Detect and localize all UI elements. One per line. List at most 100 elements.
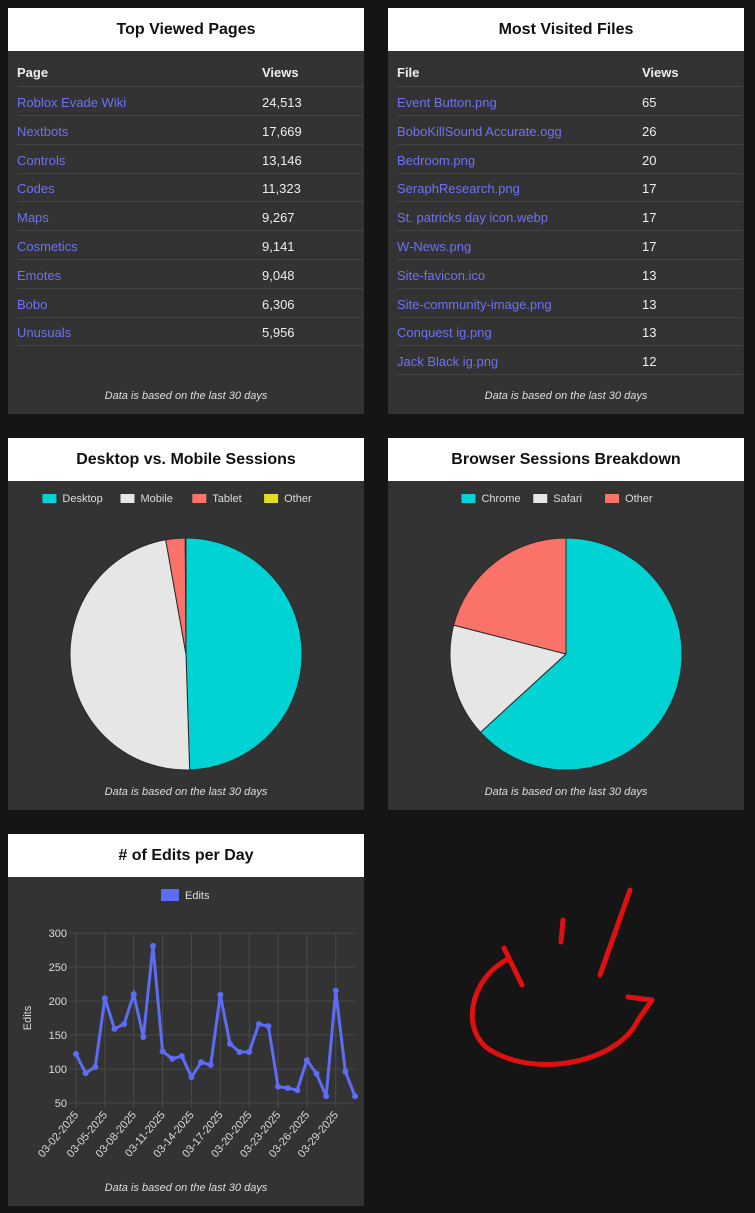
legend-swatch [264, 494, 279, 503]
view-count: 24,513 [262, 95, 302, 110]
point [217, 991, 224, 998]
panel-title: Browser Sessions Breakdown [388, 438, 744, 481]
link[interactable]: Site-favicon.ico [397, 267, 486, 283]
legend-swatch [161, 889, 179, 901]
legend-label: Other [284, 493, 312, 505]
view-count: 20 [642, 152, 657, 168]
link[interactable]: Cosmetics [17, 239, 78, 254]
panel: Most Visited Files Data is based on the l… [388, 8, 744, 414]
point [101, 995, 108, 1002]
row-separator [397, 316, 743, 318]
point [149, 942, 156, 949]
link[interactable]: Controls [17, 152, 66, 168]
row-separator [17, 259, 363, 260]
row-separator [397, 374, 743, 376]
point [82, 1070, 89, 1077]
view-count: 17,669 [262, 123, 302, 139]
link[interactable]: Unusuals [17, 325, 72, 341]
link[interactable]: SeraphResearch.png [397, 181, 520, 197]
row-separator [17, 86, 363, 87]
view-count: 9,267 [262, 210, 295, 226]
view-count: 9,141 [262, 239, 295, 254]
row-separator [397, 230, 743, 232]
row-separator [17, 115, 363, 116]
point [332, 987, 339, 994]
link[interactable]: Conquest ig.png [397, 325, 492, 341]
pie-slice [185, 537, 303, 771]
legend-label: Chrome [481, 493, 520, 505]
point [92, 1063, 99, 1070]
panel-title: Top Viewed Pages [8, 8, 364, 51]
point [323, 1093, 330, 1100]
link[interactable]: Bobo [17, 296, 48, 312]
footnote: Data is based on the last 30 days [104, 786, 268, 798]
row-separator [17, 201, 363, 203]
legend-swatch [533, 494, 548, 503]
legend-label: Desktop [62, 493, 102, 505]
link[interactable]: W-News.png [397, 239, 472, 254]
link[interactable]: Maps [17, 210, 49, 226]
row-separator [397, 172, 743, 174]
column-header: Page [17, 65, 49, 80]
point [313, 1070, 320, 1077]
link[interactable]: Roblox Evade Wiki [17, 95, 127, 110]
point [236, 1049, 243, 1055]
row-separator [397, 86, 743, 87]
view-count: 5,956 [262, 325, 295, 341]
footnote: Data is based on the last 30 days [104, 1182, 268, 1194]
legend-swatch [605, 494, 620, 503]
link[interactable]: Codes [17, 181, 55, 197]
view-count: 13 [642, 325, 657, 341]
column-header: Views [642, 65, 679, 80]
chart: Edits5010015020025030003-02-202503-05-20… [22, 889, 358, 1160]
point [198, 1059, 205, 1066]
view-count: 12 [642, 354, 657, 370]
row-separator [397, 259, 743, 260]
row-separator [397, 201, 743, 203]
link[interactable]: Bedroom.png [397, 152, 476, 168]
point [342, 1068, 349, 1075]
link[interactable]: Event Button.png [397, 95, 497, 110]
legend-swatch [42, 494, 57, 503]
legend-label: Tablet [212, 493, 241, 505]
point [294, 1087, 301, 1094]
row-separator [17, 345, 363, 347]
point [111, 1025, 118, 1032]
link[interactable]: Nextbots [17, 123, 69, 139]
link[interactable]: BoboKillSound Accurate.ogg [397, 123, 562, 139]
row-separator [17, 143, 363, 145]
link[interactable]: Emotes [17, 267, 62, 283]
row-separator [397, 143, 743, 145]
link[interactable]: St. patricks day icon.webp [397, 210, 549, 226]
point [255, 1021, 262, 1028]
view-count: 9,048 [262, 267, 295, 283]
link[interactable]: Jack Black ig.png [397, 354, 499, 370]
point [178, 1053, 185, 1060]
point [246, 1049, 253, 1055]
view-count: 11,323 [262, 181, 301, 197]
row-separator [397, 287, 743, 289]
y-tick-label: 100 [49, 1064, 67, 1076]
link[interactable]: Site-community-image.png [397, 296, 552, 312]
legend-label: Mobile [141, 493, 173, 505]
panel-title: Desktop vs. Mobile Sessions [8, 438, 364, 481]
view-count: 17 [642, 239, 657, 254]
panel-title: Most Visited Files [388, 8, 744, 51]
point [303, 1057, 310, 1064]
panel: # of Edits per Day Data is based on the l… [8, 834, 364, 1206]
y-tick-label: 150 [49, 1030, 67, 1042]
view-count: 26 [642, 123, 657, 139]
row-separator [17, 230, 363, 232]
row-separator [17, 316, 363, 318]
column-header: File [397, 65, 420, 80]
view-count: 13 [642, 296, 657, 312]
column-header: Views [262, 65, 299, 80]
view-count: 17 [642, 181, 657, 197]
pie-slice [449, 624, 568, 734]
legend-label: Other [625, 493, 653, 505]
row-separator [17, 172, 363, 174]
legend-swatch [461, 494, 476, 503]
y-tick-label: 50 [55, 1098, 67, 1110]
point [121, 1021, 128, 1028]
